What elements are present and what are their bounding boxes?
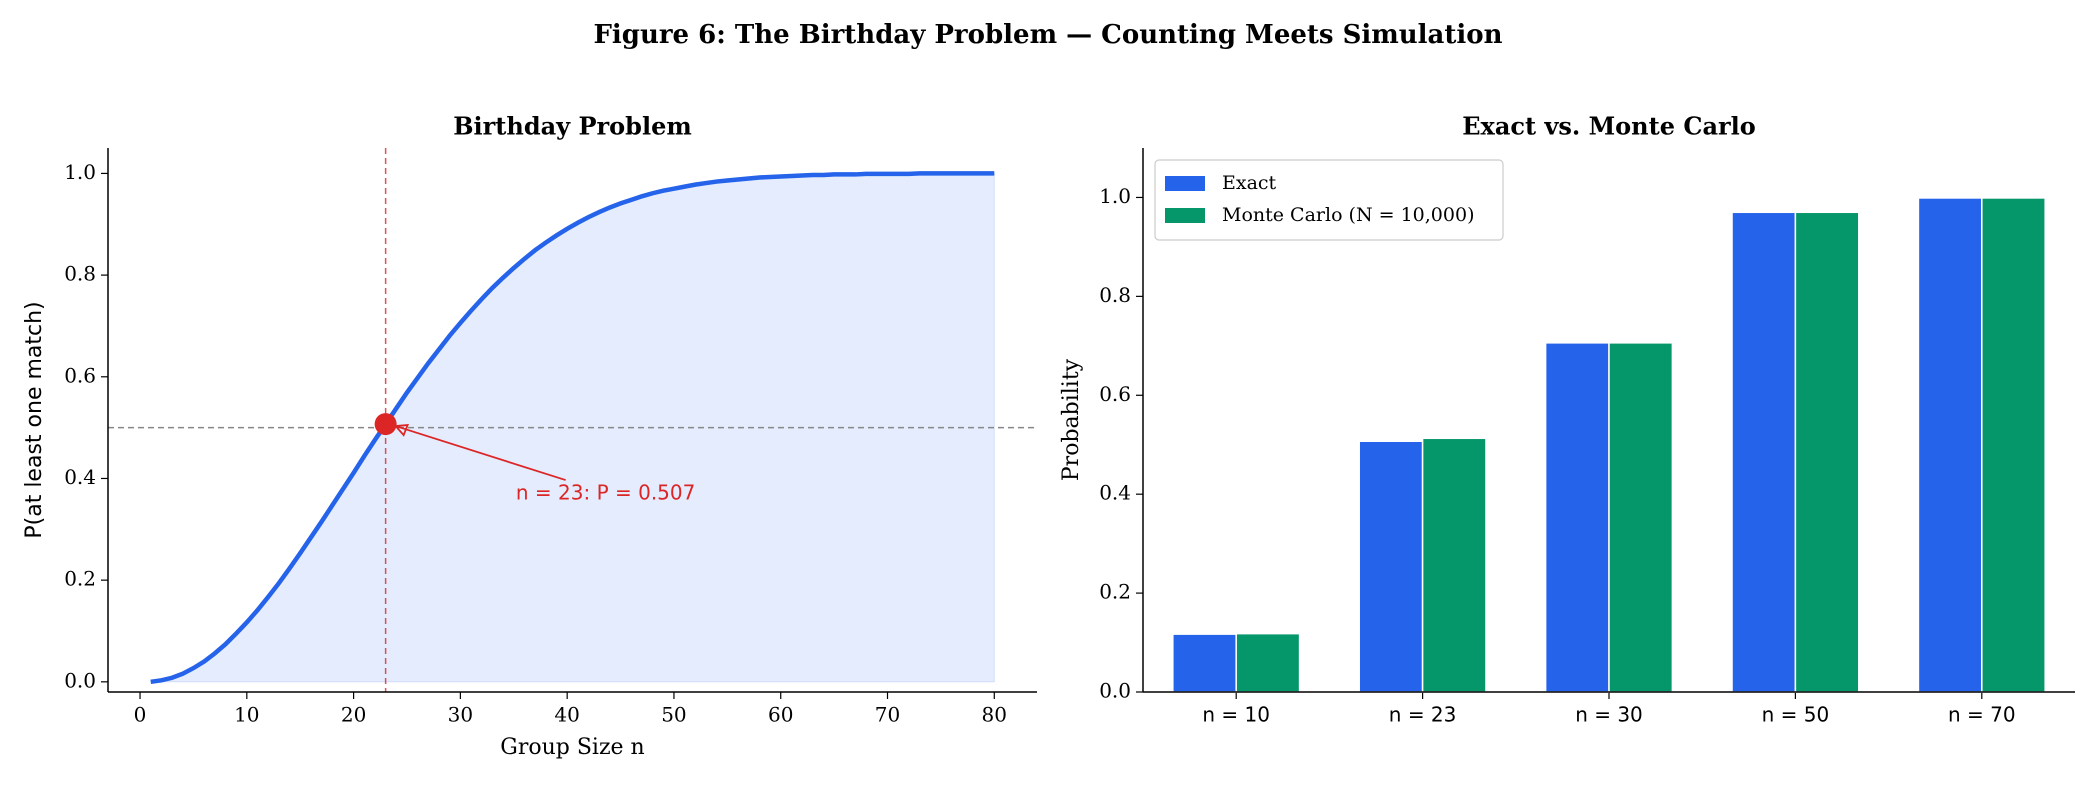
y-tick-label: 0.6 [64, 363, 96, 387]
y-axis-label: Probability [1059, 358, 1084, 481]
bar [1235, 632, 1301, 693]
x-tick-label: n = 30 [1575, 703, 1643, 727]
annotation-arrow [395, 425, 566, 481]
bar [1421, 437, 1487, 693]
annotation-arrowhead [393, 424, 410, 437]
bar [1731, 211, 1797, 693]
axes-title: Birthday Problem [453, 112, 691, 141]
bar [1358, 440, 1424, 693]
bar [1544, 342, 1610, 693]
x-tick-label: 60 [768, 703, 793, 727]
y-tick-label: 0.4 [64, 465, 96, 489]
x-tick-label: n = 10 [1202, 703, 1270, 727]
y-axis-label: P(at least one match) [22, 301, 47, 538]
x-tick-label: 70 [875, 703, 900, 727]
figure-title: Figure 6: The Birthday Problem — Countin… [593, 20, 1502, 50]
y-tick-label: 0.8 [64, 262, 96, 286]
legend-box [1154, 159, 1504, 241]
y-tick-label: 1.0 [64, 160, 96, 184]
y-tick-label: 0.2 [1099, 580, 1131, 604]
bar [1917, 197, 1983, 693]
legend-swatch [1165, 176, 1205, 191]
legend-label: Exact [1222, 172, 1277, 194]
bar [1172, 633, 1237, 693]
x-tick-label: 80 [982, 703, 1007, 727]
highlight-point [374, 413, 397, 436]
legend-swatch [1165, 208, 1205, 223]
bar [1608, 342, 1674, 693]
x-tick-label: 40 [554, 703, 579, 727]
x-tick-label: 30 [448, 703, 473, 727]
y-tick-label: 0.0 [1099, 679, 1131, 703]
bar [1794, 211, 1860, 693]
x-tick-label: 0 [134, 703, 147, 727]
x-tick-label: 10 [234, 703, 259, 727]
bar [1981, 197, 2046, 693]
x-tick-label: 50 [661, 703, 686, 727]
x-tick-label: 20 [341, 703, 366, 727]
x-tick-label: n = 50 [1762, 703, 1830, 727]
line [150, 171, 995, 685]
x-tick-label: n = 23 [1389, 703, 1457, 727]
annotation: n = 23: P = 0.507 [516, 481, 695, 505]
y-tick-label: 0.0 [64, 668, 96, 692]
y-tick-label: 0.6 [1099, 382, 1131, 406]
y-tick-label: 1.0 [1099, 184, 1131, 208]
y-tick-label: 0.4 [1099, 481, 1131, 505]
y-tick-label: 0.2 [64, 567, 96, 591]
x-axis-label: Group Size n [500, 735, 644, 760]
x-tick-label: n = 70 [1948, 703, 2016, 727]
axes-title: Exact vs. Monte Carlo [1462, 112, 1756, 141]
y-tick-label: 0.8 [1099, 283, 1131, 307]
legend-label: Monte Carlo (N = 10,000) [1222, 204, 1474, 226]
